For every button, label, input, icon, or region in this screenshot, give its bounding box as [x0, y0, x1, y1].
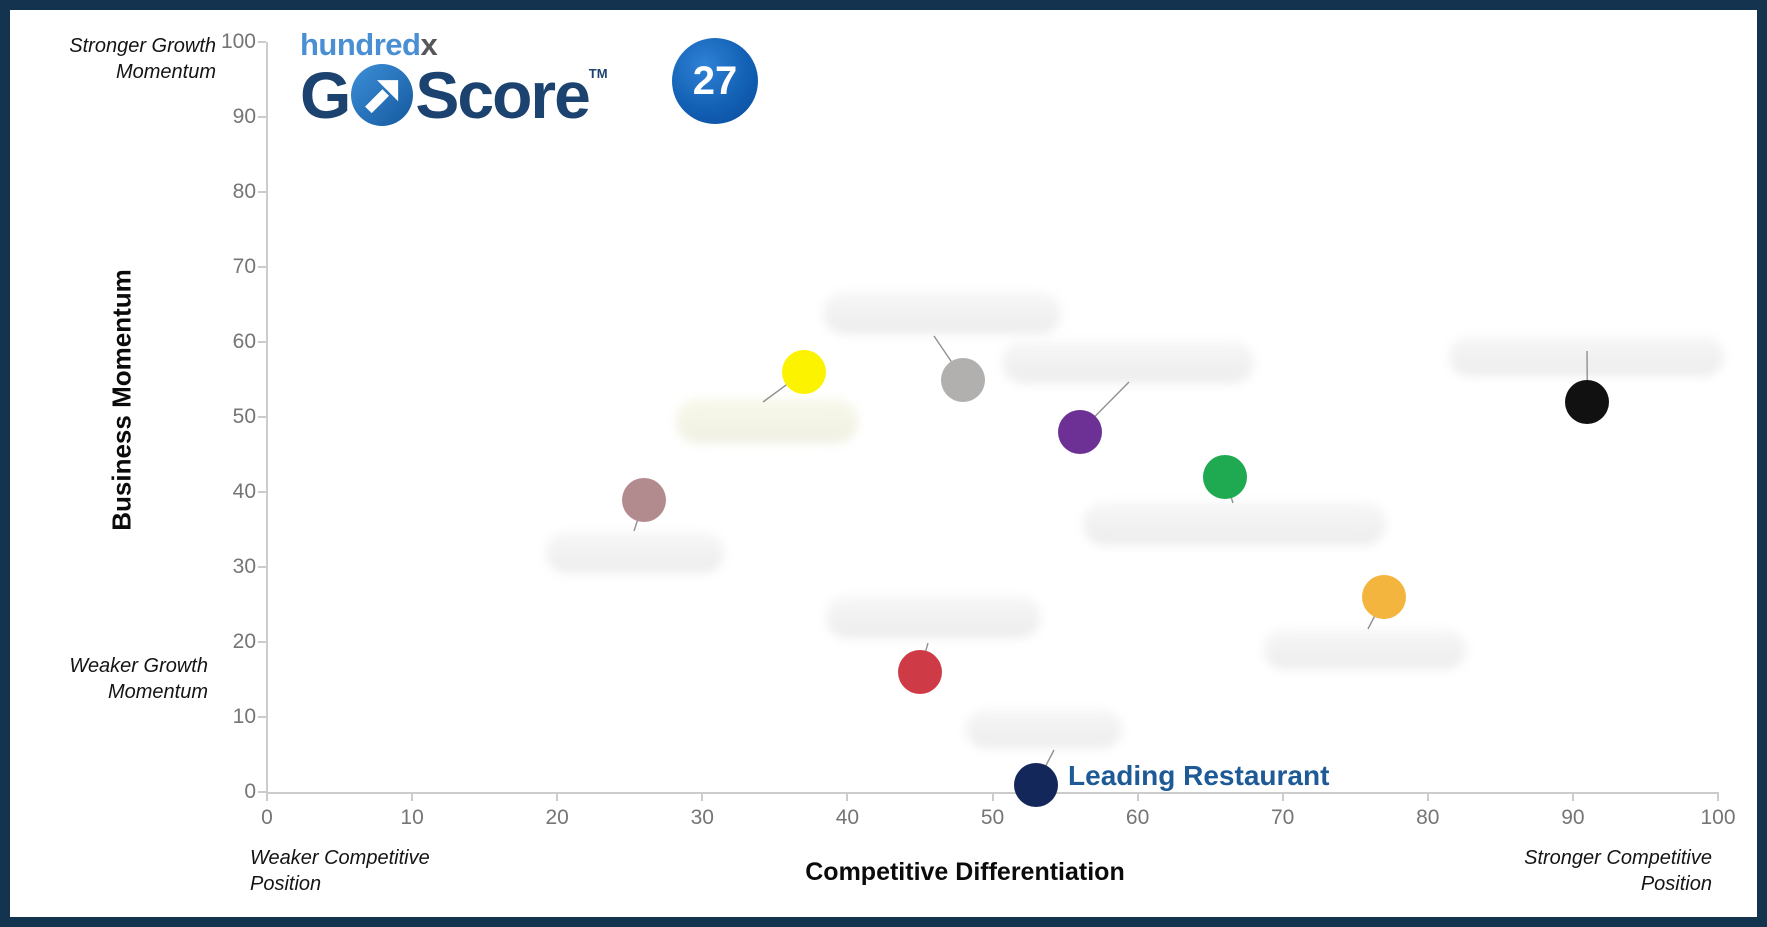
x-tick-label: 20: [545, 806, 569, 829]
y-tick-label: 30: [232, 555, 256, 578]
x-axis-title: Competitive Differentiation: [805, 858, 1125, 886]
x-tick-mark: [1281, 793, 1284, 801]
y-axis-line: [266, 42, 268, 793]
y-tick-label: 80: [232, 180, 256, 203]
x-tick-label: 90: [1561, 806, 1585, 829]
y-tick-label: 10: [232, 705, 256, 728]
trademark-symbol: TM: [588, 66, 608, 81]
hundredx-prefix: hundred: [300, 27, 421, 62]
y-tick-label: 90: [232, 105, 256, 128]
x-tick-label: 40: [835, 806, 860, 829]
annotation-stronger-growth-momentum: Stronger Growth Momentum: [69, 35, 216, 83]
y-tick-mark: [258, 116, 266, 118]
x-tick-mark: [556, 793, 559, 801]
redacted-label: [1002, 341, 1254, 383]
redacted-label: [546, 532, 724, 573]
point-orange[interactable]: [1362, 575, 1407, 619]
point-yellow[interactable]: [781, 350, 826, 394]
y-tick-mark: [258, 341, 266, 343]
x-tick-mark: [1571, 793, 1574, 801]
point-red[interactable]: [897, 650, 942, 694]
x-tick-mark: [846, 793, 849, 801]
point-green[interactable]: [1202, 455, 1247, 499]
hundredx-goscore-logo: hundredx G Score TM: [300, 28, 608, 132]
goscore-arrow-circle-icon: [351, 64, 414, 126]
y-tick-mark: [258, 266, 266, 268]
y-axis-title: Business Momentum: [106, 269, 137, 531]
annotation-weaker-growth-momentum: Weaker Growth Momentum: [69, 655, 208, 703]
goscore-letter-g: G: [300, 58, 351, 132]
y-tick-mark: [258, 791, 266, 793]
x-tick-mark: [991, 793, 994, 801]
goscore-value: 27: [692, 58, 738, 103]
x-tick-mark: [411, 793, 414, 801]
hundredx-wordmark: hundredx: [300, 28, 608, 62]
y-tick-label: 50: [232, 405, 256, 428]
annotation-weaker-competitive-position: Weaker Competitive Position: [250, 847, 430, 895]
y-tick-mark: [258, 566, 266, 568]
y-tick-label: 40: [232, 480, 256, 503]
x-tick-mark: [266, 793, 268, 801]
x-tick-label: 60: [1125, 806, 1150, 829]
x-tick-mark: [701, 793, 704, 801]
y-tick-label: 20: [232, 630, 256, 653]
x-tick-label: 80: [1416, 806, 1440, 829]
point-label-leading-restaurant: Leading Restaurant: [1068, 759, 1330, 791]
y-tick-label: 0: [244, 780, 256, 803]
x-tick-mark: [1717, 793, 1719, 801]
x-tick-label: 100: [1700, 806, 1736, 829]
annotation-stronger-competitive-position: Stronger Competitive Position: [1524, 847, 1712, 895]
x-tick-label: 0: [261, 806, 273, 829]
hundredx-suffix: x: [420, 27, 438, 62]
goscore-value-badge: 27: [672, 38, 758, 124]
point-mauve[interactable]: [622, 477, 667, 522]
goscore-letters-score: Score: [415, 58, 590, 132]
redacted-label: [1264, 629, 1466, 669]
redacted-label: [676, 399, 858, 443]
x-tick-mark: [1136, 793, 1139, 801]
y-tick-mark: [258, 191, 266, 193]
point-black[interactable]: [1565, 380, 1610, 424]
point-navy[interactable]: [1014, 762, 1059, 807]
x-tick-mark: [1426, 793, 1429, 801]
redacted-label: [826, 596, 1041, 638]
x-tick-label: 10: [400, 806, 424, 829]
point-gray[interactable]: [941, 357, 986, 402]
y-tick-mark: [258, 491, 266, 493]
redacted-label: [1083, 502, 1386, 545]
x-tick-label: 70: [1271, 806, 1295, 829]
y-tick-mark: [258, 41, 266, 43]
y-tick-label: 60: [232, 330, 256, 353]
point-purple[interactable]: [1057, 410, 1102, 454]
y-tick-mark: [258, 716, 266, 718]
redacted-label: [966, 709, 1122, 748]
y-tick-label: 100: [220, 30, 256, 53]
y-tick-mark: [258, 416, 266, 418]
x-tick-label: 50: [980, 806, 1005, 829]
redacted-label: [823, 292, 1061, 334]
redacted-label: [1449, 336, 1724, 376]
goscore-wordmark: G Score TM: [300, 58, 608, 132]
x-tick-label: 30: [690, 806, 714, 829]
y-tick-mark: [258, 641, 266, 643]
y-tick-label: 70: [232, 255, 256, 278]
